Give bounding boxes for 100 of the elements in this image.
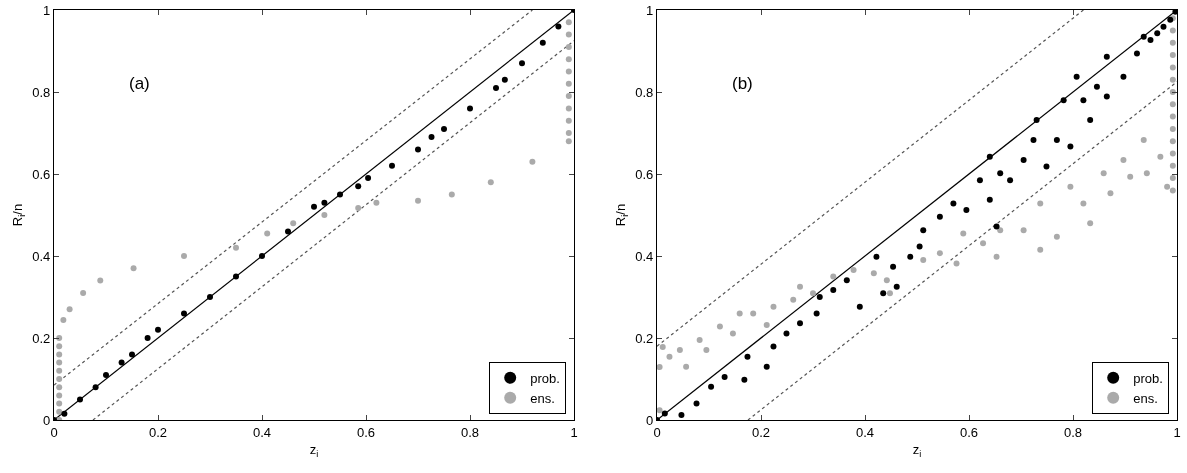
point: [666, 353, 673, 360]
point: [721, 373, 728, 380]
point: [555, 23, 562, 30]
point: [856, 303, 863, 310]
y-tick-label: 0.8: [635, 84, 654, 100]
y-tick-label: 0.4: [635, 248, 654, 264]
point: [1080, 200, 1087, 207]
legend-label: ens.: [530, 390, 555, 406]
point: [565, 130, 572, 136]
point: [708, 383, 715, 390]
point: [181, 310, 187, 317]
point: [80, 289, 87, 296]
point: [993, 223, 1000, 230]
point: [770, 343, 777, 350]
point: [1140, 136, 1147, 143]
point: [467, 105, 473, 112]
point: [61, 410, 68, 417]
point: [1154, 30, 1161, 37]
point: [997, 170, 1004, 177]
point: [1060, 97, 1067, 104]
point: [683, 363, 690, 370]
point: [741, 376, 748, 383]
point: [285, 228, 291, 235]
point: [1037, 246, 1044, 253]
x-tick-label: 0.8: [460, 424, 480, 440]
point: [696, 337, 703, 344]
point: [565, 80, 572, 87]
point: [870, 270, 877, 277]
point: [207, 294, 213, 300]
point: [441, 125, 447, 132]
point: [1143, 170, 1150, 177]
point: [103, 371, 109, 378]
x-axis-title: z$_{i}$: [912, 442, 922, 460]
x-tick-label: 0.6: [959, 424, 979, 440]
point: [763, 321, 770, 328]
point: [976, 177, 983, 184]
point: [916, 243, 923, 250]
point: [565, 105, 572, 112]
point: [56, 376, 63, 382]
point: [56, 351, 63, 358]
point: [1157, 153, 1164, 160]
point: [233, 273, 239, 280]
point: [565, 56, 572, 63]
point: [997, 227, 1004, 234]
point: [744, 353, 751, 360]
point: [880, 290, 887, 297]
point: [290, 220, 297, 227]
point: [337, 191, 343, 198]
y-tick-label: 0.8: [32, 84, 51, 100]
point: [529, 158, 536, 165]
point: [963, 207, 970, 214]
point: [565, 68, 572, 75]
point: [1073, 73, 1080, 80]
point: [1169, 150, 1176, 157]
y-tick-label: 1: [646, 2, 654, 18]
point: [986, 153, 993, 160]
point: [1169, 76, 1176, 83]
point: [539, 39, 546, 46]
point: [373, 199, 380, 206]
point: [60, 316, 67, 323]
point: [56, 343, 63, 350]
y-tick-label: 0.6: [32, 166, 51, 182]
y-tick-label: 0: [43, 412, 51, 428]
point: [321, 199, 328, 206]
point: [770, 303, 777, 310]
point: [355, 183, 362, 190]
y-tick-label: 0.2: [635, 330, 654, 346]
point: [1169, 162, 1176, 169]
point: [1033, 116, 1040, 123]
point: [1169, 27, 1176, 34]
x-tick-label: 0.2: [148, 424, 168, 440]
point: [565, 117, 572, 124]
point: [565, 93, 572, 100]
point: [1100, 170, 1107, 177]
point: [365, 175, 372, 182]
point: [729, 330, 736, 337]
point: [1164, 183, 1171, 190]
point: [1133, 50, 1140, 57]
x-tick-label: 0.8: [1063, 424, 1083, 440]
point: [703, 346, 710, 353]
point: [77, 396, 83, 403]
point: [873, 253, 880, 260]
point: [783, 330, 790, 337]
point: [97, 277, 104, 284]
x-tick-label: 0.4: [252, 424, 272, 440]
point: [264, 230, 271, 237]
point: [810, 290, 816, 297]
point: [389, 162, 395, 169]
point: [797, 320, 803, 327]
x-tick-label: 0.2: [751, 424, 771, 440]
point: [661, 410, 668, 417]
point: [763, 363, 770, 370]
point: [56, 359, 63, 366]
point: [311, 203, 317, 210]
point: [1169, 64, 1176, 71]
point: [886, 290, 893, 297]
point: [56, 400, 63, 407]
y-tick-label: 0: [646, 412, 654, 428]
point: [1067, 183, 1074, 190]
point: [1160, 23, 1167, 30]
